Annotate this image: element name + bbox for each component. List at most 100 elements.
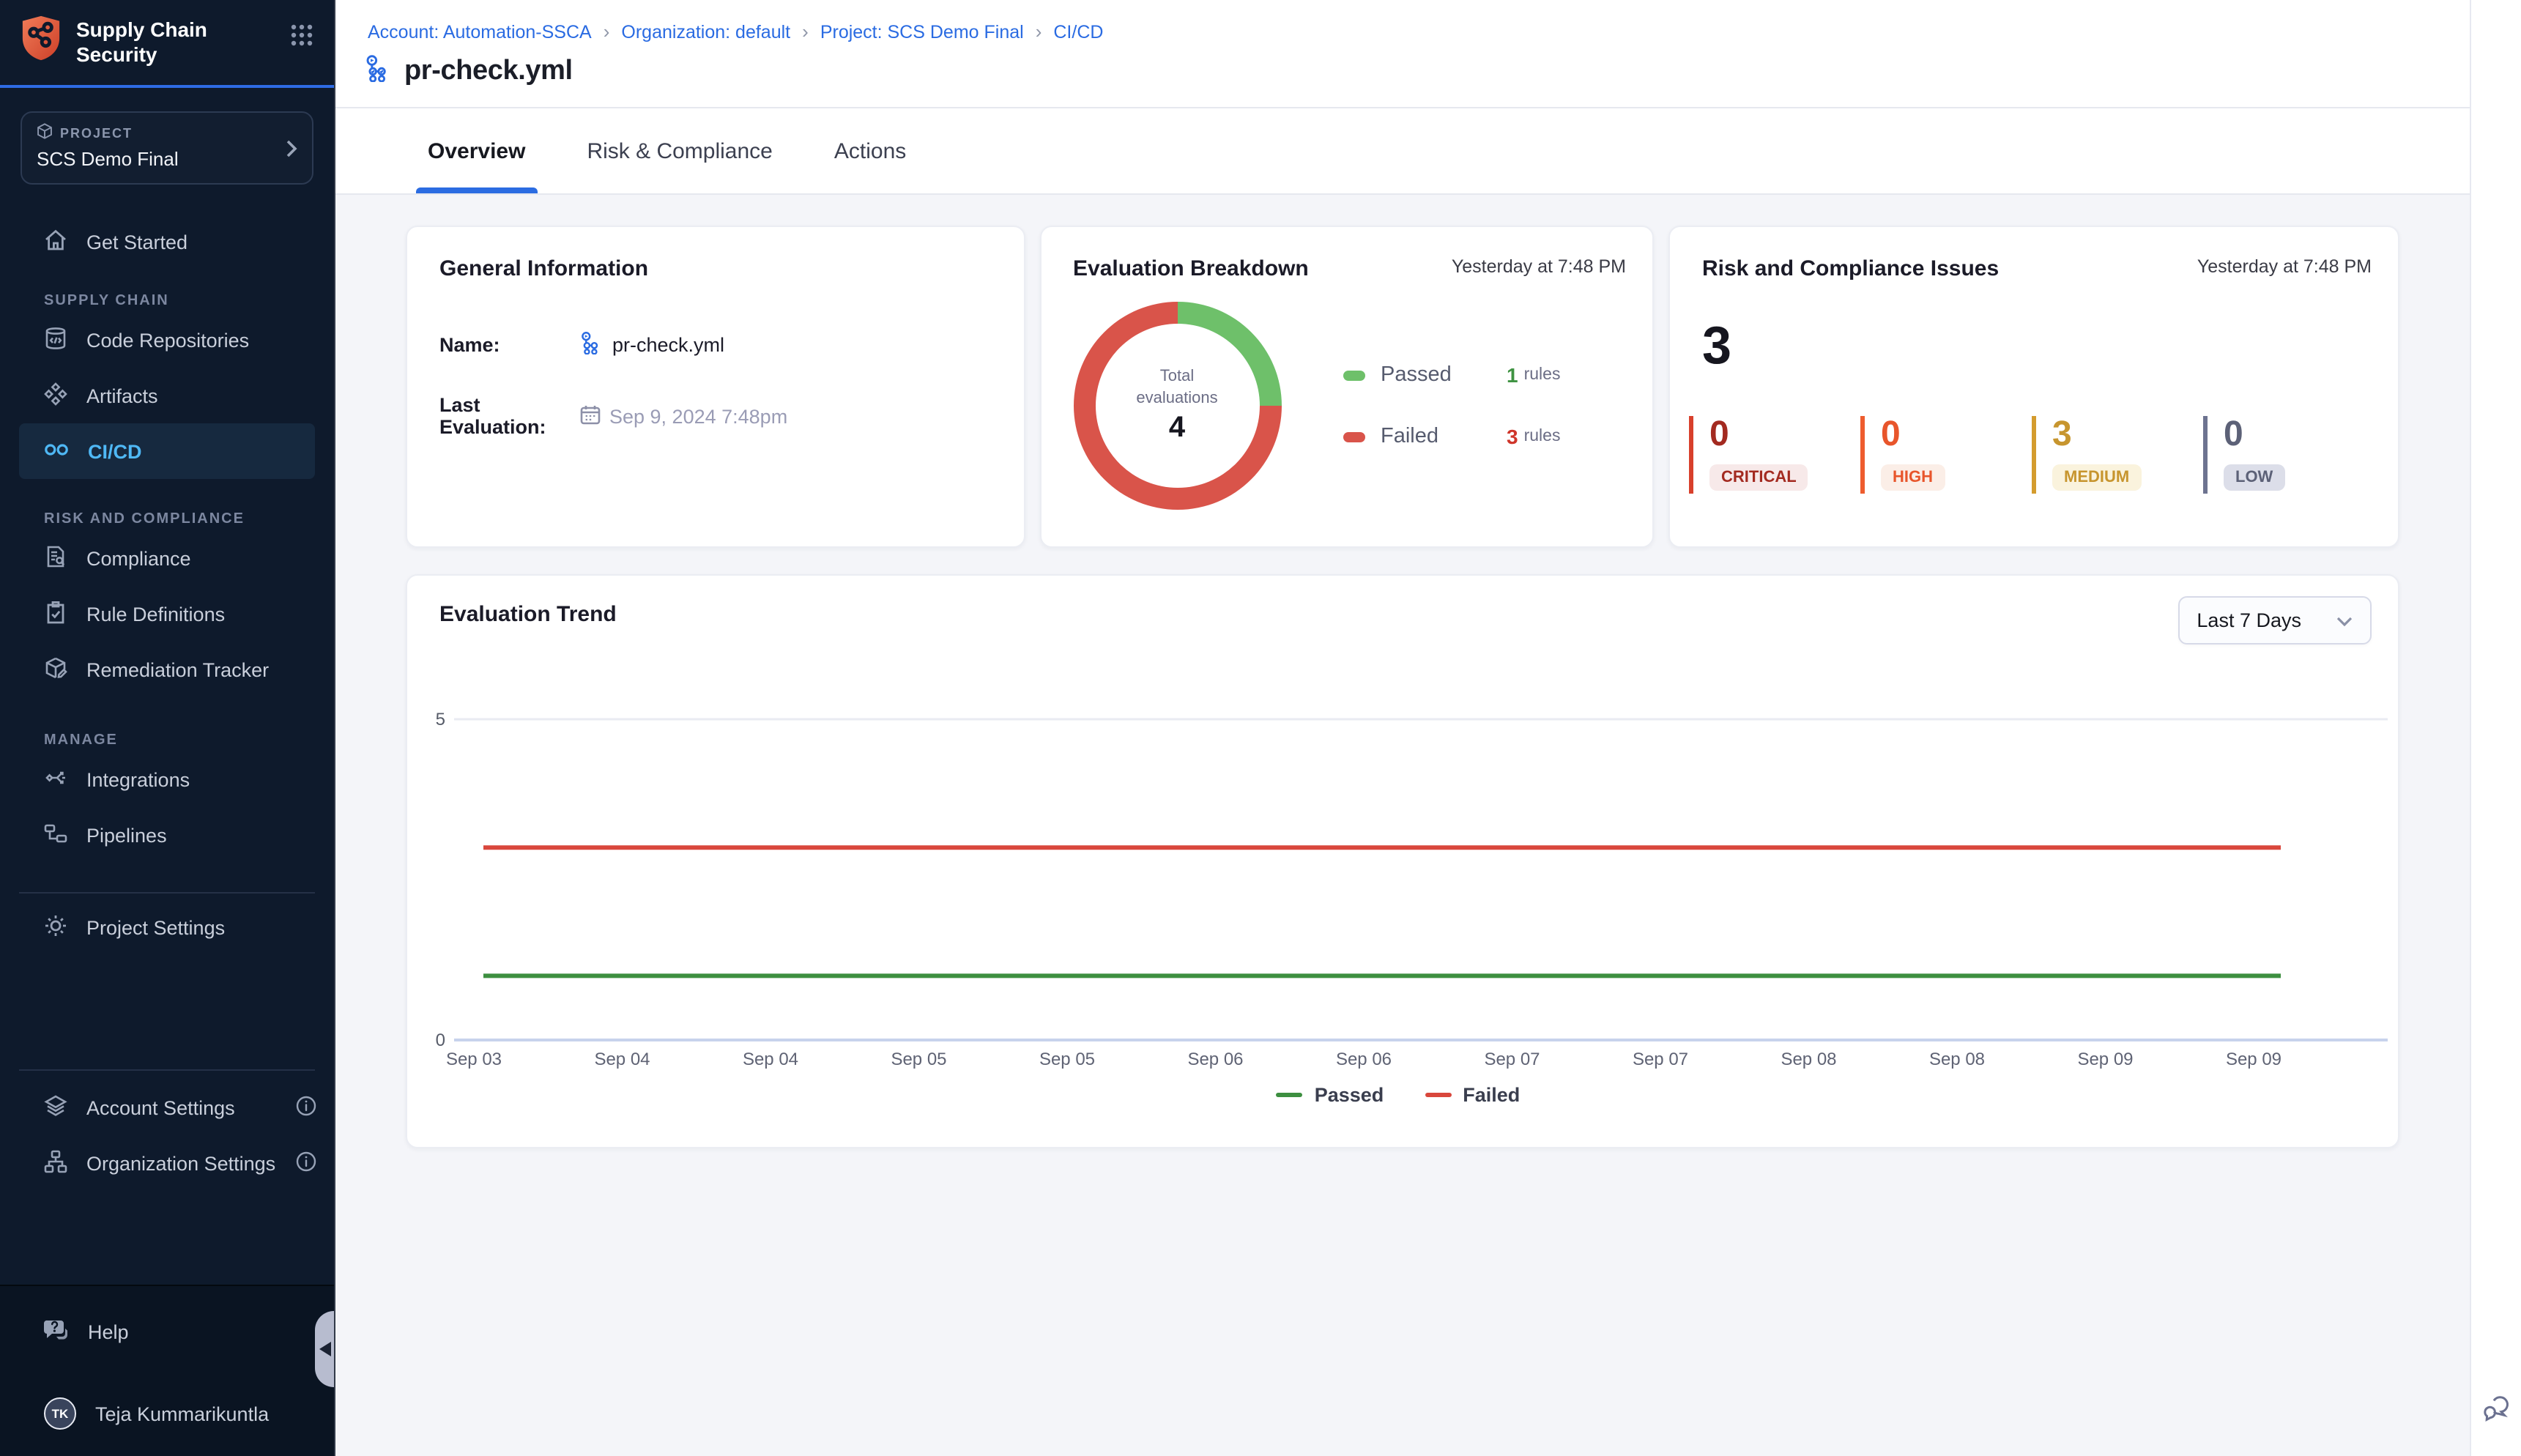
sidebar-header: Supply Chain Security: [0, 0, 334, 88]
legend-count: 3: [1507, 425, 1518, 448]
svg-text:0: 0: [436, 1030, 445, 1050]
breadcrumb-separator: ›: [604, 21, 610, 42]
passed-pill-icon: [1343, 370, 1365, 380]
sidebar-footer: Help TK Teja Kummarikuntla: [0, 1285, 334, 1456]
breadcrumb-organization[interactable]: Organization: default: [621, 21, 790, 42]
evaluation-breakdown-card: Evaluation Breakdown Yesterday at 7:48 P…: [1039, 226, 1654, 548]
sidebar-item-rule-definitions[interactable]: Rule Definitions: [0, 586, 334, 642]
sidebar-item-label: Artifacts: [86, 385, 158, 406]
sidebar-item-label: Project Settings: [86, 916, 225, 938]
card-timestamp: Yesterday at 7:48 PM: [1452, 256, 1626, 277]
svg-text:Sep 06: Sep 06: [1187, 1050, 1243, 1069]
info-icon[interactable]: [296, 1151, 316, 1175]
sidebar-item-project-settings[interactable]: Project Settings: [0, 899, 334, 955]
sidebar-item-remediation-tracker[interactable]: Remediation Tracker: [0, 642, 334, 697]
sidebar-item-cicd[interactable]: CI/CD: [19, 423, 315, 479]
severity-count: 0: [2224, 417, 2375, 453]
svg-text:Sep 05: Sep 05: [1039, 1050, 1095, 1069]
card-title: Evaluation Trend: [428, 602, 2369, 627]
sidebar-collapse-handle[interactable]: [315, 1311, 334, 1387]
sidebar-item-label: Remediation Tracker: [86, 658, 269, 680]
svg-text:Sep 06: Sep 06: [1336, 1050, 1392, 1069]
info-icon[interactable]: [296, 1095, 316, 1120]
user-name: Teja Kummarikuntla: [95, 1403, 269, 1425]
sidebar-item-artifacts[interactable]: Artifacts: [0, 368, 334, 423]
evaluations-donut-chart: Total evaluations 4: [1073, 302, 1281, 510]
user-profile[interactable]: TK Teja Kummarikuntla: [0, 1386, 334, 1441]
collapse-left-arrow-icon: [319, 1342, 331, 1356]
donut-center-label: Total evaluations: [1118, 366, 1236, 408]
help-chat-icon: [44, 1318, 69, 1345]
sidebar-item-label: Rule Definitions: [86, 603, 225, 625]
project-selector[interactable]: PROJECT SCS Demo Final: [21, 111, 313, 185]
right-rail: [2470, 0, 2521, 1456]
legend-count: 1: [1507, 363, 1518, 387]
sidebar-item-label: Code Repositories: [86, 329, 249, 351]
breadcrumb-project[interactable]: Project: SCS Demo Final: [820, 21, 1024, 42]
sidebar-item-compliance[interactable]: Compliance: [0, 530, 334, 586]
app-window: Supply Chain Security PROJECT SCS Demo F…: [0, 0, 2521, 1456]
svg-text:Sep 09: Sep 09: [2226, 1050, 2281, 1069]
legend-label: Passed: [1315, 1084, 1384, 1106]
breadcrumb-account[interactable]: Account: Automation-SSCA: [368, 21, 592, 42]
sidebar-item-label: CI/CD: [88, 440, 142, 462]
breadcrumb-separator: ›: [802, 21, 809, 42]
legend-item-passed: Passed: [1277, 1084, 1384, 1106]
sidebar-item-help[interactable]: Help: [0, 1304, 334, 1359]
compliance-document-icon: [44, 544, 67, 572]
avatar: TK: [44, 1397, 76, 1430]
pipelines-icon: [44, 821, 67, 849]
app-switcher-grid-icon[interactable]: [290, 23, 313, 54]
remediation-box-icon: [44, 655, 67, 683]
sidebar-section-risk-compliance: RISK AND COMPLIANCE: [44, 511, 334, 527]
code-repository-icon: [44, 326, 67, 354]
legend-item-failed: Failed 3 rules: [1343, 425, 1620, 448]
sidebar-item-get-started[interactable]: Get Started: [0, 214, 334, 270]
clipboard-check-icon: [44, 600, 67, 628]
sidebar-item-label: Help: [88, 1321, 129, 1342]
artifacts-icon: [44, 382, 67, 409]
evaluation-trend-card: Evaluation Trend Last 7 Days 05Sep 03Sep…: [406, 574, 2399, 1148]
sidebar-item-organization-settings[interactable]: Organization Settings: [0, 1135, 334, 1191]
gear-icon: [44, 913, 67, 941]
product-title: Supply Chain Security: [76, 15, 275, 67]
sidebar-item-account-settings[interactable]: Account Settings: [0, 1080, 334, 1135]
failed-line-swatch-icon: [1425, 1093, 1451, 1097]
card-title: General Information: [439, 256, 991, 281]
tab-overview[interactable]: Overview: [416, 108, 537, 193]
project-name: SCS Demo Final: [37, 148, 297, 170]
pipeline-icon: [365, 54, 393, 89]
sidebar-section-supply-chain: SUPPLY CHAIN: [44, 293, 334, 309]
pipeline-name-value: pr-check.yml: [612, 334, 724, 356]
evaluation-trend-line-chart: 05Sep 03Sep 04Sep 04Sep 05Sep 05Sep 06Se…: [428, 677, 2405, 1081]
legend-label: Failed: [1463, 1084, 1520, 1106]
breakdown-legend: Passed 1 rules Failed 3 rules: [1343, 363, 1620, 448]
integrations-icon: [44, 765, 67, 793]
sidebar-item-label: Organization Settings: [86, 1152, 275, 1174]
breadcrumb-cicd[interactable]: CI/CD: [1053, 21, 1103, 42]
legend-unit: rules: [1524, 428, 1561, 445]
last-evaluation-label: Last Evaluation:: [439, 394, 580, 438]
date-range-selector[interactable]: Last 7 Days: [2177, 596, 2372, 645]
sidebar-item-pipelines[interactable]: Pipelines: [0, 807, 334, 863]
tab-risk-compliance[interactable]: Risk & Compliance: [575, 108, 784, 193]
last-evaluation-row: Last Evaluation: Sep 9, 2024 7:48pm: [439, 394, 991, 438]
main-area: Account: Automation-SSCA › Organization:…: [335, 0, 2470, 1456]
failed-pill-icon: [1343, 431, 1365, 442]
breadcrumb-separator: ›: [1036, 21, 1042, 42]
svg-text:5: 5: [436, 710, 445, 729]
tab-actions[interactable]: Actions: [823, 108, 918, 193]
sidebar-item-code-repositories[interactable]: Code Repositories: [0, 312, 334, 368]
svg-text:Sep 07: Sep 07: [1484, 1050, 1540, 1069]
legend-item-failed: Failed: [1425, 1084, 1520, 1106]
severity-medium: 3 MEDIUM: [2032, 416, 2203, 494]
page-header: Account: Automation-SSCA › Organization:…: [335, 0, 2470, 195]
sidebar-item-integrations[interactable]: Integrations: [0, 751, 334, 807]
chat-support-icon[interactable]: [2481, 1396, 2511, 1430]
trend-legend: Passed Failed: [428, 1084, 2369, 1106]
severity-badge: CRITICAL: [1709, 464, 1808, 491]
severity-count: 3: [2052, 417, 2203, 453]
risk-compliance-issues-card: Risk and Compliance Issues Yesterday at …: [1668, 226, 2399, 548]
svg-text:Sep 05: Sep 05: [891, 1050, 946, 1069]
card-timestamp: Yesterday at 7:48 PM: [2197, 256, 2372, 277]
